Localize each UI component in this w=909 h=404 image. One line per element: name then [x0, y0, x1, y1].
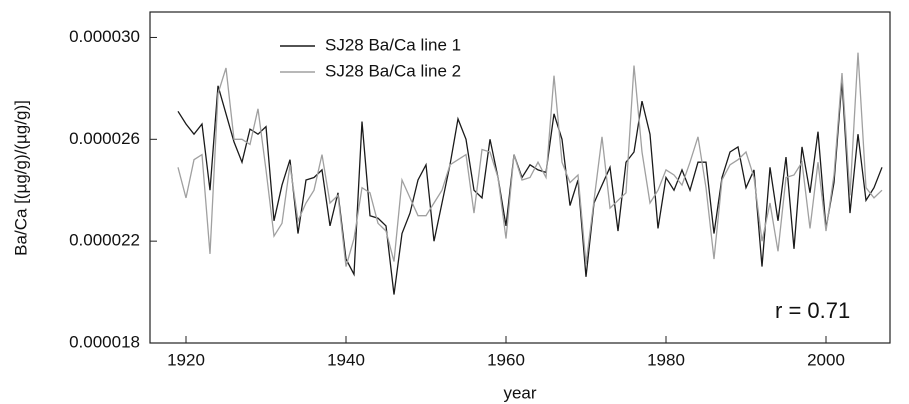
x-axis-label: year	[503, 383, 536, 402]
x-tick-label: 1980	[647, 350, 685, 369]
data-line	[177, 52, 883, 267]
legend-label: SJ28 Ba/Ca line 1	[325, 35, 461, 54]
x-tick-label: 2000	[807, 350, 845, 369]
y-tick-label: 0.000018	[69, 332, 140, 351]
y-tick-label: 0.000030	[69, 27, 140, 46]
y-tick-label: 0.000022	[69, 231, 140, 250]
annotation: r = 0.71	[775, 298, 850, 323]
y-axis-label: Ba/Ca [(µg/g)/(µg/g)]	[11, 100, 30, 256]
plot-frame	[149, 11, 891, 344]
legend-label: SJ28 Ba/Ca line 2	[325, 61, 461, 80]
x-tick-label: 1920	[167, 350, 205, 369]
x-tick-label: 1940	[327, 350, 365, 369]
y-tick-label: 0.000026	[69, 129, 140, 148]
x-tick-label: 1960	[487, 350, 525, 369]
data-line	[177, 80, 883, 295]
